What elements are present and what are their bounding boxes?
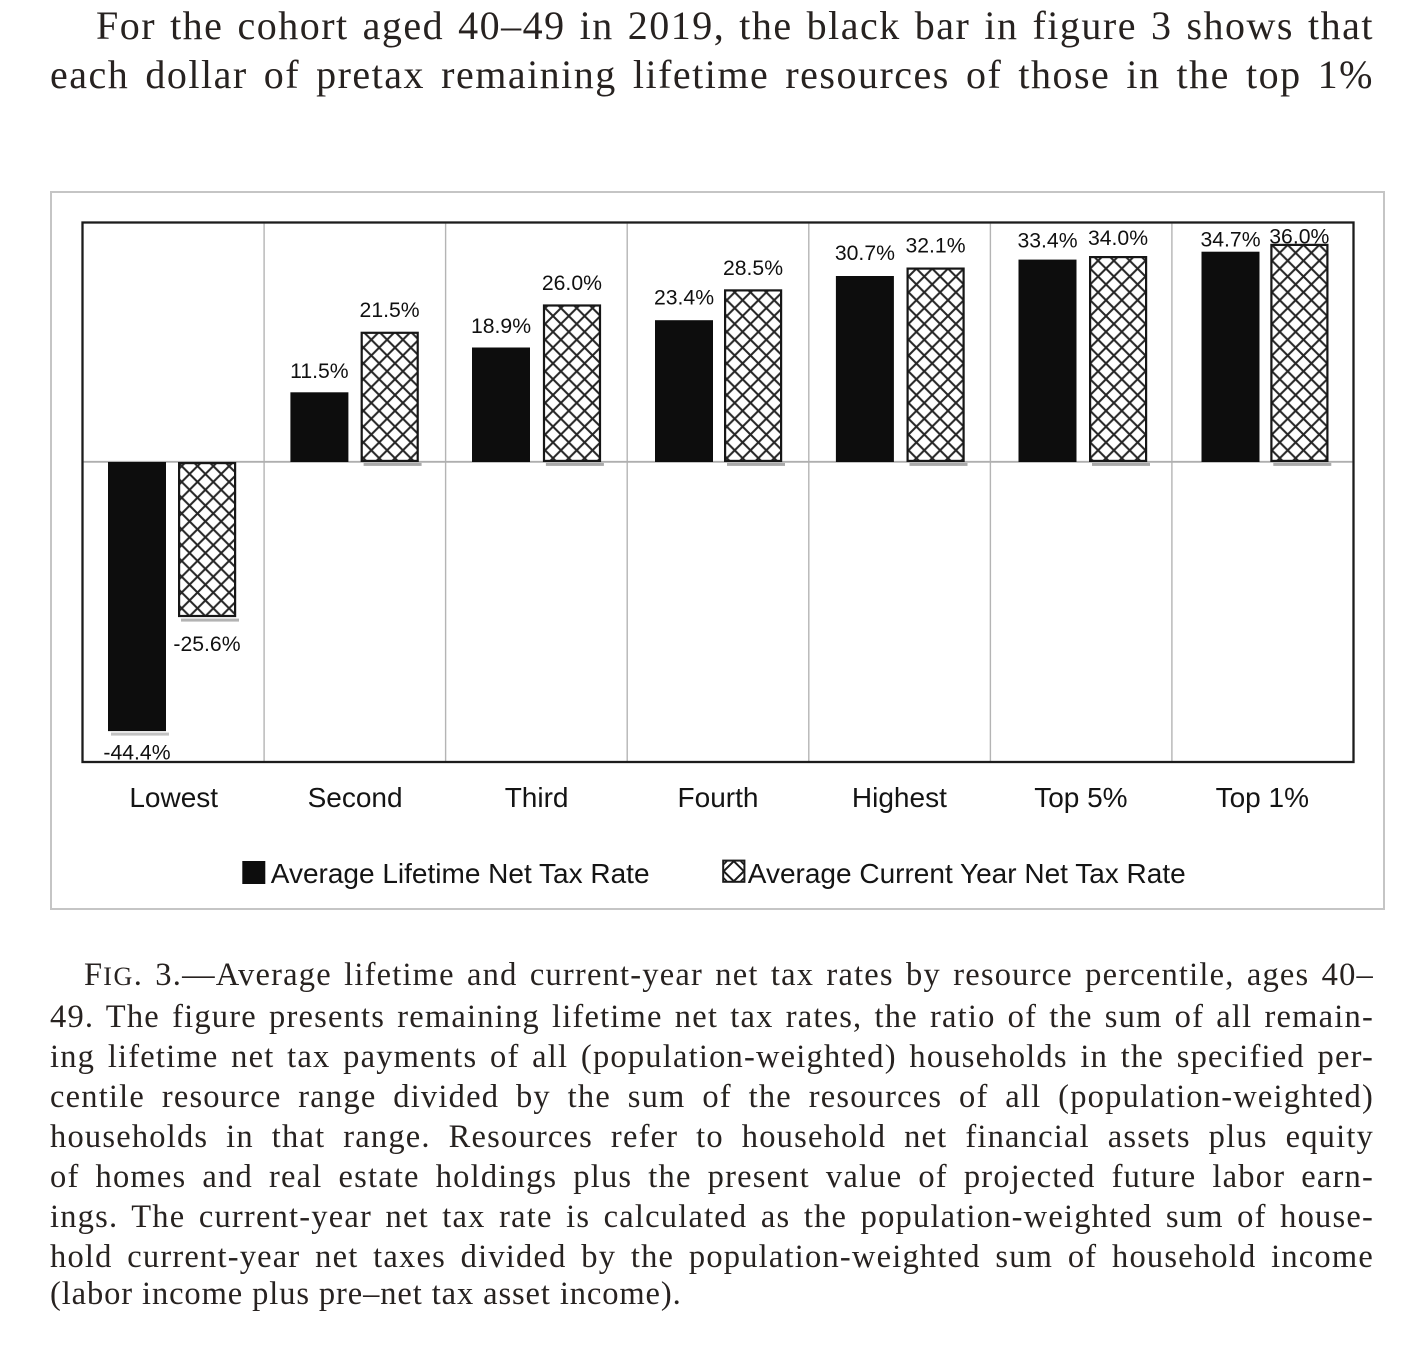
svg-text:34.0%: 34.0%: [1088, 227, 1148, 250]
svg-text:11.5%: 11.5%: [290, 360, 349, 383]
svg-text:26.0%: 26.0%: [542, 272, 602, 295]
svg-text:Top 5%: Top 5%: [1034, 782, 1127, 813]
svg-text:-25.6%: -25.6%: [173, 633, 240, 656]
svg-text:Third: Third: [505, 782, 569, 813]
svg-text:36.0%: 36.0%: [1269, 226, 1329, 249]
svg-text:Average Current Year Net Tax R: Average Current Year Net Tax Rate: [748, 858, 1186, 889]
svg-text:32.1%: 32.1%: [905, 234, 965, 257]
svg-text:21.5%: 21.5%: [360, 299, 420, 322]
svg-text:34.7%: 34.7%: [1200, 229, 1260, 252]
svg-text:Fourth: Fourth: [678, 782, 759, 813]
svg-text:23.4%: 23.4%: [654, 287, 714, 310]
svg-text:Average Lifetime Net Tax Rate: Average Lifetime Net Tax Rate: [271, 858, 650, 889]
svg-text:-44.4%: -44.4%: [103, 742, 170, 765]
svg-text:Second: Second: [308, 782, 403, 813]
svg-text:18.9%: 18.9%: [471, 315, 531, 338]
svg-text:Lowest: Lowest: [129, 782, 218, 813]
svg-text:33.4%: 33.4%: [1017, 229, 1077, 252]
svg-text:Top 1%: Top 1%: [1216, 782, 1309, 813]
svg-text:28.5%: 28.5%: [723, 257, 783, 280]
svg-text:Highest: Highest: [852, 782, 947, 813]
svg-text:30.7%: 30.7%: [835, 242, 895, 265]
